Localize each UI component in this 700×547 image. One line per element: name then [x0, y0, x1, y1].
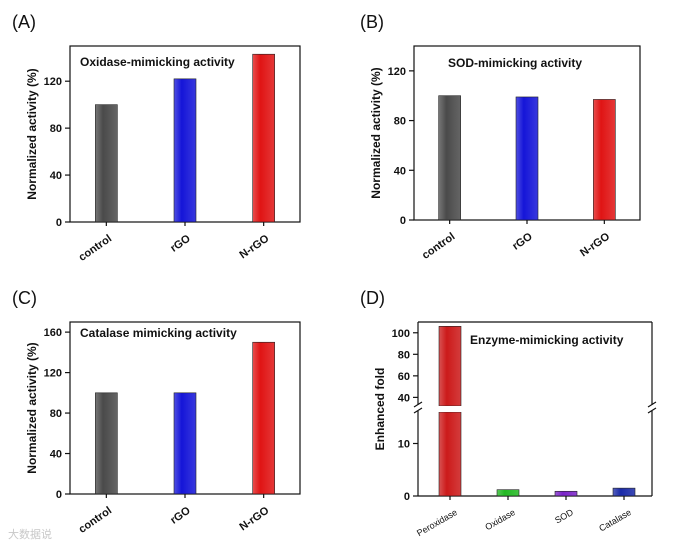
- bar-n-rgo: [252, 341, 275, 495]
- bar-control: [438, 95, 461, 221]
- x-tick-label-oxidase: Oxidase: [483, 507, 517, 532]
- y-tick-label: 40: [50, 170, 62, 182]
- bar-control: [95, 392, 118, 495]
- chart-title: SOD-mimicking activity: [448, 56, 582, 70]
- y-tick-label: 80: [398, 349, 410, 361]
- x-tick-label-n-rgo: N-rGO: [237, 504, 271, 533]
- bar-rgo: [515, 96, 539, 221]
- y-tick-label: 10: [398, 439, 410, 451]
- bar-control: [95, 104, 118, 223]
- y-tick-label: 80: [394, 116, 406, 128]
- panel-d: (D) Enzyme-mimicking activity 40 60 80 100 0 10…: [360, 288, 657, 538]
- y-axis-label: Normalized activity (%): [25, 342, 39, 473]
- y-tick-label: 120: [388, 66, 406, 78]
- y-tick-label: 40: [398, 392, 410, 404]
- y-tick-label: 0: [400, 215, 406, 227]
- y-axis-label: Normalized activity (%): [25, 68, 39, 199]
- x-tick-label-catalase: Catalase: [597, 507, 633, 533]
- y-tick-label: 40: [394, 165, 406, 177]
- y-tick-label: 0: [404, 491, 410, 503]
- axis-break-mark: [413, 401, 423, 408]
- bar-rgo: [173, 78, 197, 223]
- bar-break-gap: [438, 406, 462, 412]
- bar-n-rgo: [252, 53, 275, 223]
- axis-break-mark: [413, 407, 423, 414]
- y-tick-label: 0: [56, 489, 62, 501]
- x-tick-label-control: control: [77, 505, 114, 536]
- x-tick-label-peroxidase: Peroxidase: [415, 507, 459, 538]
- y-tick-label: 160: [44, 327, 62, 339]
- y-tick-label: 80: [50, 408, 62, 420]
- x-tick-label-sod: SOD: [553, 507, 575, 526]
- bar-oxidase: [496, 489, 520, 497]
- y-tick-label: 0: [56, 217, 62, 229]
- x-tick-label-control: control: [420, 231, 457, 262]
- panel-b: (B) SOD-mimicking activity 0 40 80 120 Normali…: [360, 12, 641, 262]
- x-tick-label-control: control: [77, 233, 114, 264]
- bar-peroxidase-upper: [438, 326, 462, 407]
- y-axis-label: Enhanced fold: [373, 368, 387, 451]
- y-tick-label: 80: [50, 123, 62, 135]
- panel-a: (A) Oxidase-mimicking activity 0 40 80 120 Nor…: [12, 12, 301, 264]
- panel-label: (D): [360, 288, 385, 308]
- y-axis-label: Normalized activity (%): [369, 67, 383, 198]
- x-tick-label-rgo: rGO: [168, 232, 193, 254]
- axis-break-mark: [647, 407, 657, 414]
- chart-title: Enzyme-mimicking activity: [470, 333, 624, 347]
- y-tick-label: 40: [50, 449, 62, 461]
- x-tick-label-n-rgo: N-rGO: [578, 230, 612, 259]
- y-tick-label: 100: [392, 328, 410, 340]
- bar-rgo: [173, 392, 197, 495]
- chart-title: Catalase mimicking activity: [80, 326, 237, 340]
- bar-n-rgo: [593, 99, 616, 221]
- axis-break-mark: [647, 401, 657, 408]
- y-tick-label: 120: [44, 368, 62, 380]
- panel-label: (B): [360, 12, 384, 32]
- panel-c: (C) Catalase mimicking activity 0 40 80 120 16…: [12, 288, 301, 536]
- chart-title: Oxidase-mimicking activity: [80, 55, 235, 69]
- bar-sod: [554, 490, 578, 497]
- bar-catalase: [612, 487, 636, 497]
- bar-peroxidase-lower: [438, 411, 462, 497]
- panel-label: (C): [12, 288, 37, 308]
- y-tick-label: 60: [398, 371, 410, 383]
- x-tick-label-rgo: rGO: [510, 230, 535, 252]
- panel-label: (A): [12, 12, 36, 32]
- watermark: 大数据说: [8, 529, 52, 541]
- x-tick-label-rgo: rGO: [168, 504, 193, 526]
- x-tick-label-n-rgo: N-rGO: [237, 232, 271, 261]
- y-tick-label: 120: [44, 76, 62, 88]
